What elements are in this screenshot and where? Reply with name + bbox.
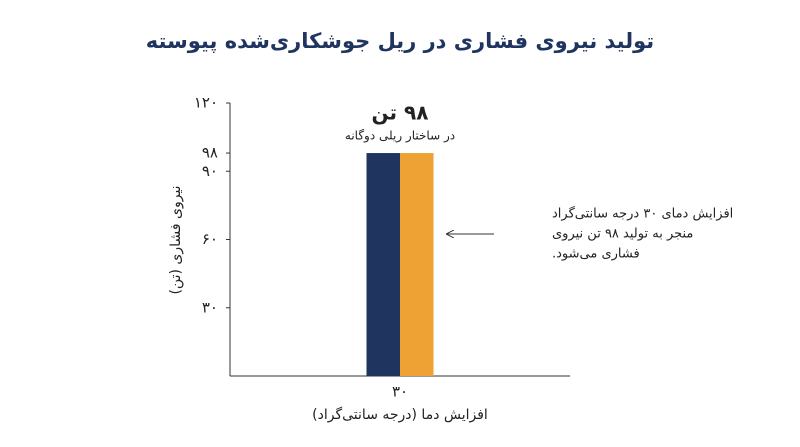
annotation: در ساختار ریلی دوگانه <box>345 129 455 144</box>
y-tick-label: ۳۰ <box>202 298 218 316</box>
bar <box>400 153 434 376</box>
y-tick-label: ۹۰ <box>202 162 218 180</box>
annotation: منجر به تولید ۹۸ تن نیروی <box>552 227 693 242</box>
y-tick-label: ۶۰ <box>202 230 218 248</box>
y-tick-label: ۱۲۰ <box>194 94 218 112</box>
annotation: فشاری می‌شود. <box>552 247 640 262</box>
y-tick-label: ۹۸ <box>202 144 218 162</box>
data-label: ۹۸ تن <box>372 101 429 125</box>
chart-title: تولید نیروی فشاری در ریل جوشکاری‌شده پیو… <box>146 29 654 53</box>
x-axis-title: افزایش دما (درجه سانتی‌گراد) <box>312 406 488 423</box>
y-axis-title: نیروی فشاری (تن) <box>168 185 184 294</box>
annotation: افزایش دمای ۳۰ درجه سانتی‌گراد <box>552 206 733 222</box>
x-tick-label: ۳۰ <box>392 383 408 401</box>
bar <box>366 153 400 376</box>
